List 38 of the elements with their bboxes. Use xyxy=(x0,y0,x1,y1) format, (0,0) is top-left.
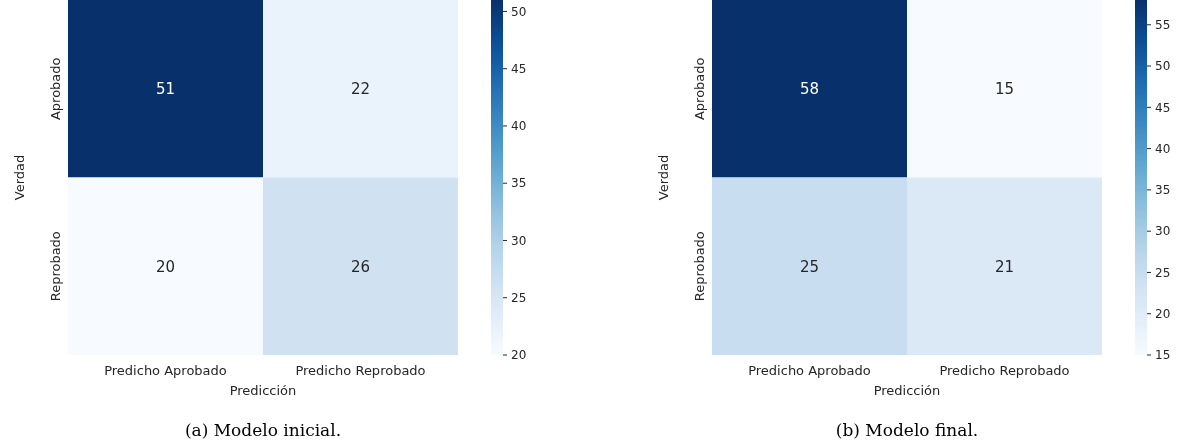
color-bar-label: 45 xyxy=(1155,100,1171,115)
color-bar-label: 50 xyxy=(511,4,527,19)
y-tick-label: Reprobado xyxy=(692,231,707,302)
color-bar-label: 20 xyxy=(1155,306,1171,321)
y-axis-title: Verdad xyxy=(656,154,671,201)
color-bar-label: 40 xyxy=(1155,141,1171,156)
data-label: 15 xyxy=(994,80,1015,98)
color-bar-label: 35 xyxy=(511,176,527,191)
x-tick-label: Predicho Aprobado xyxy=(748,363,871,378)
data-label: 22 xyxy=(350,80,371,98)
color-bar-label: 35 xyxy=(1155,183,1171,198)
y-tick-label: Reprobado xyxy=(48,231,63,302)
text: (b) Modelo final. xyxy=(835,420,979,440)
color-bar-label: 30 xyxy=(511,233,527,248)
data-label: 21 xyxy=(994,257,1015,276)
y-tick-label: Aprobado xyxy=(692,57,707,121)
color-bar-label: 20 xyxy=(511,348,527,363)
color-bar-label: 40 xyxy=(511,119,527,134)
data-label: 20 xyxy=(155,257,176,276)
color-bar-label: 55 xyxy=(1155,17,1171,32)
data-label: 58 xyxy=(799,80,820,98)
color-bar-label: 50 xyxy=(1155,59,1171,74)
color-bar-label: 25 xyxy=(1155,265,1171,280)
color-bar-label: 45 xyxy=(511,61,527,76)
color-bar-label: 15 xyxy=(1155,348,1171,363)
x-axis-title: Predicción xyxy=(873,383,941,398)
x-axis-title: Predicción xyxy=(229,383,297,398)
data-label: 51 xyxy=(155,80,176,98)
y-tick-label: Aprobado xyxy=(48,57,63,121)
data-label: 25 xyxy=(799,257,820,276)
x-tick-label: Predicho Aprobado xyxy=(104,363,227,378)
y-axis-title: Verdad xyxy=(12,154,27,201)
x-tick-label: Predicho Reprobado xyxy=(939,363,1070,378)
color-bar-label: 30 xyxy=(1155,224,1171,239)
text: (a) Modelo inicial. xyxy=(184,420,342,440)
x-tick-label: Predicho Reprobado xyxy=(295,363,426,378)
data-label: 26 xyxy=(350,257,371,276)
color-bar-label: 25 xyxy=(511,290,527,305)
